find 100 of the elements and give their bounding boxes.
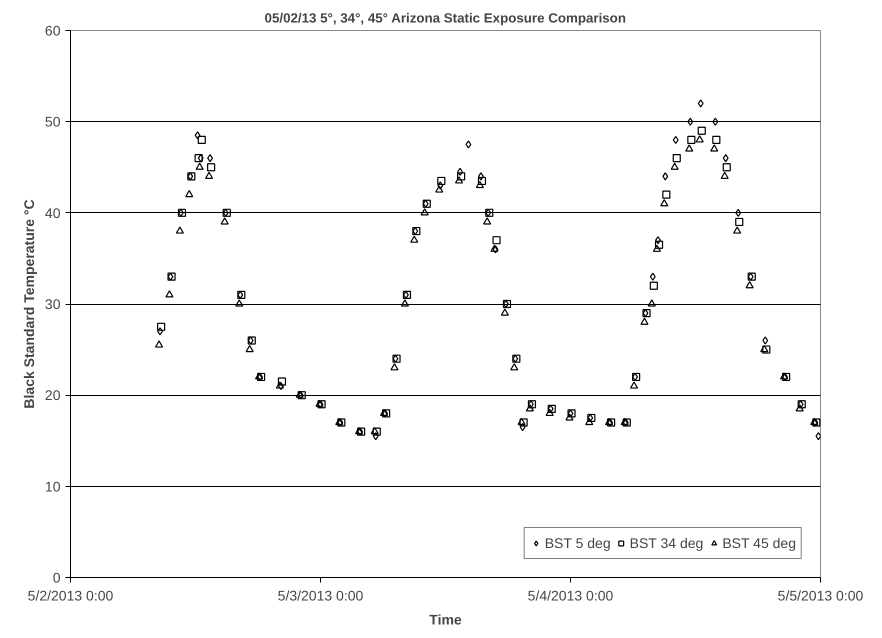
point <box>655 236 661 244</box>
point <box>762 345 770 354</box>
point <box>660 199 668 206</box>
point <box>654 240 664 249</box>
point <box>485 208 494 217</box>
point <box>500 308 509 316</box>
point <box>198 136 206 144</box>
point <box>798 400 804 408</box>
point <box>194 154 203 162</box>
point <box>722 154 729 162</box>
point <box>370 426 379 434</box>
point <box>194 131 201 140</box>
point <box>585 418 594 426</box>
point <box>517 418 526 426</box>
point <box>798 400 806 408</box>
point <box>698 99 704 108</box>
point <box>648 299 656 307</box>
point <box>490 244 499 252</box>
point <box>392 354 401 363</box>
point <box>237 290 246 299</box>
x-tick-label: 5/3/2013 0:00 <box>278 588 364 604</box>
point <box>220 217 229 225</box>
point <box>565 413 574 421</box>
point <box>154 340 164 348</box>
point <box>712 118 718 126</box>
chart-title: 05/02/13 5°, 34°, 45° Arizona Static Exposure Comparison <box>264 10 626 26</box>
point <box>222 208 229 217</box>
point <box>796 404 804 412</box>
point <box>652 244 662 252</box>
point <box>548 404 556 413</box>
y-tick-label: 60 <box>44 22 61 38</box>
point <box>402 290 412 299</box>
point <box>492 245 498 254</box>
point <box>812 418 820 427</box>
point <box>520 422 526 432</box>
point <box>437 181 444 190</box>
x-tick-label: 5/4/2013 0:00 <box>528 588 614 604</box>
point <box>335 418 344 426</box>
point <box>437 176 446 186</box>
point <box>735 218 744 226</box>
point <box>207 154 214 162</box>
point <box>165 290 174 298</box>
point <box>670 162 679 170</box>
legend-label: BST 34 deg <box>630 535 704 551</box>
point <box>587 414 596 422</box>
point <box>710 144 718 152</box>
point <box>157 322 166 331</box>
point <box>760 344 768 352</box>
point <box>672 136 679 144</box>
point <box>512 354 518 363</box>
y-tick-label: 40 <box>44 204 61 221</box>
point <box>687 136 696 144</box>
y-tick-label: 10 <box>44 478 61 494</box>
point <box>278 377 286 386</box>
legend-label: BST 5 deg <box>544 535 611 551</box>
point <box>526 404 534 412</box>
point <box>248 336 256 345</box>
y-tick-label: 20 <box>44 387 61 404</box>
point <box>167 272 176 281</box>
point <box>622 418 631 427</box>
point <box>435 185 444 193</box>
point <box>567 409 576 418</box>
point <box>276 381 284 389</box>
point <box>410 236 418 243</box>
point <box>207 163 216 172</box>
point <box>478 172 484 180</box>
y-tick-label: 30 <box>44 296 61 312</box>
point <box>246 344 254 352</box>
point <box>502 300 512 308</box>
point <box>782 372 790 382</box>
point <box>810 418 818 426</box>
point <box>187 172 196 180</box>
x-axis-title: Time <box>429 612 462 628</box>
point <box>454 176 464 184</box>
point <box>392 354 398 363</box>
point <box>520 418 528 427</box>
point <box>196 162 204 170</box>
point <box>748 272 756 281</box>
point <box>712 136 720 144</box>
point <box>620 418 629 426</box>
point <box>483 217 492 225</box>
point <box>735 208 742 217</box>
legend-label: BST 45 deg <box>722 535 796 551</box>
point <box>382 409 390 418</box>
point <box>185 190 194 198</box>
point <box>662 172 668 180</box>
point <box>222 208 231 217</box>
point <box>420 208 429 216</box>
point <box>733 226 742 234</box>
y-tick-label: 0 <box>52 570 61 586</box>
point <box>354 426 364 434</box>
y-tick-label: 50 <box>44 114 61 130</box>
point <box>476 180 484 188</box>
point <box>357 428 366 436</box>
point <box>400 299 409 307</box>
point <box>204 172 214 179</box>
point <box>157 327 164 336</box>
point <box>492 236 501 244</box>
point <box>762 336 768 345</box>
point <box>176 226 184 234</box>
